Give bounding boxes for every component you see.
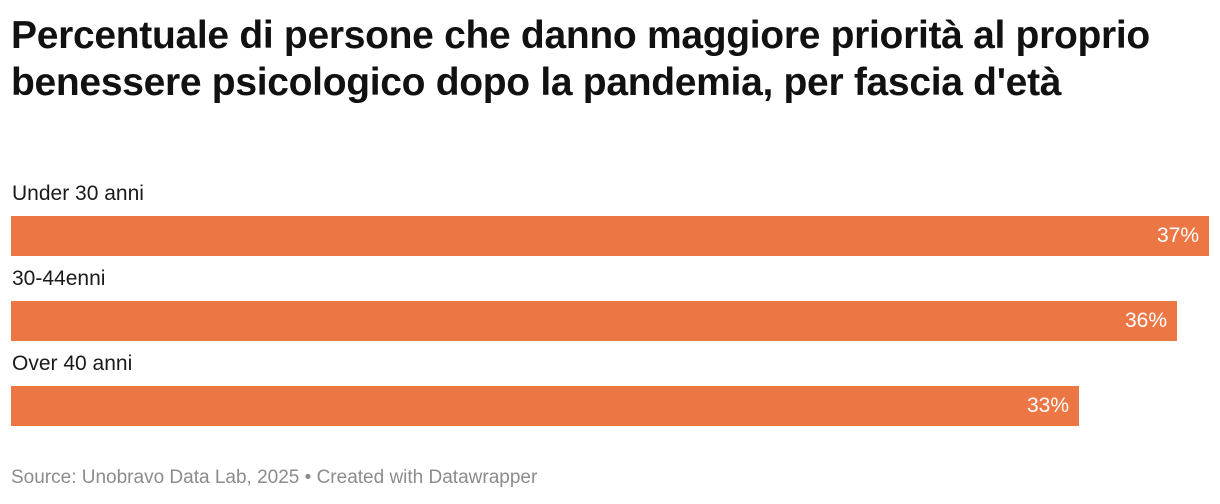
bar: 33%: [11, 386, 1079, 426]
datawrapper-credit-link[interactable]: Created with Datawrapper: [316, 467, 538, 488]
chart-title: Percentuale di persone che danno maggior…: [11, 14, 1150, 104]
bar-value-label: 37%: [1156, 224, 1199, 247]
bar-row: Under 30 anni 37%: [11, 180, 1209, 258]
category-label: Under 30 anni: [12, 182, 144, 205]
bar: 36%: [11, 301, 1177, 341]
bar: 37%: [11, 216, 1209, 256]
bar-value-label: 36%: [1124, 309, 1167, 332]
bar-row: 30-44enni 36%: [11, 265, 1209, 343]
chart-footer: Source: Unobravo Data Lab, 2025 • Create…: [11, 466, 537, 490]
source-text: Source: Unobravo Data Lab, 2025: [11, 467, 300, 488]
footer-separator: •: [304, 467, 312, 488]
bar-row: Over 40 anni 33%: [11, 350, 1209, 428]
category-label: Over 40 anni: [12, 352, 133, 375]
category-label: 30-44enni: [12, 267, 106, 290]
bar-value-label: 33%: [1026, 394, 1069, 417]
bar-chart: Under 30 anni 37% 30-44enni 36% Over 40 anni…: [11, 180, 1209, 430]
